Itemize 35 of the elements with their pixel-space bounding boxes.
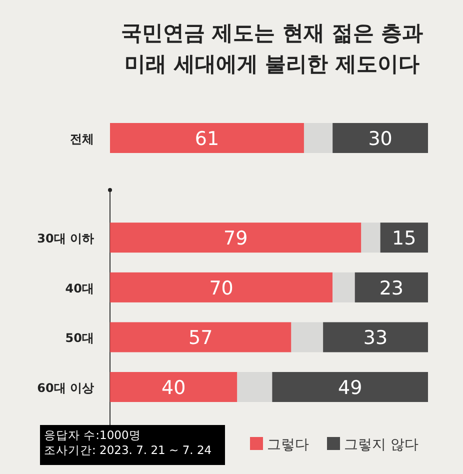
legend-label: 그렇다 [267, 437, 309, 453]
bar [354, 272, 428, 302]
data-label: 49 [338, 377, 362, 399]
chart-title: 국민연금 제도는 현재 젊은 층과 미래 세대에게 불리한 제도이다 [120, 21, 424, 76]
bar [291, 322, 324, 352]
bar [332, 272, 355, 302]
y-tick-label: 50대 [65, 331, 94, 346]
bar [110, 272, 333, 302]
y-tick-label: 전체 [70, 132, 94, 146]
data-label: 33 [363, 327, 388, 350]
bar [237, 372, 272, 402]
legend-label: 그렇지 않다 [344, 437, 418, 453]
y-tick-label: 30대 이하 [37, 232, 94, 246]
data-label: 15 [392, 228, 416, 250]
data-label: 40 [162, 377, 186, 399]
data-label: 23 [379, 277, 404, 300]
text: 조사기간: 2023. 7. 21 ~ 7. 24 [44, 443, 212, 457]
data-label: 30 [368, 128, 392, 150]
y-tick-label: 60대 이상 [37, 381, 94, 395]
bar [110, 123, 304, 153]
data-label: 61 [194, 128, 220, 150]
text: 응답자 수:1000명 [44, 428, 141, 442]
bar [272, 372, 428, 402]
bar [110, 372, 238, 402]
bar [304, 123, 333, 153]
bar [110, 322, 292, 352]
bar [380, 222, 428, 253]
data-label: 70 [209, 277, 234, 300]
bar [361, 222, 380, 253]
bar [323, 322, 428, 352]
bar [110, 222, 362, 253]
data-label: 79 [224, 228, 248, 250]
data-label: 57 [188, 327, 213, 350]
bar [332, 123, 428, 153]
y-tick-label: 40대 [65, 281, 94, 296]
